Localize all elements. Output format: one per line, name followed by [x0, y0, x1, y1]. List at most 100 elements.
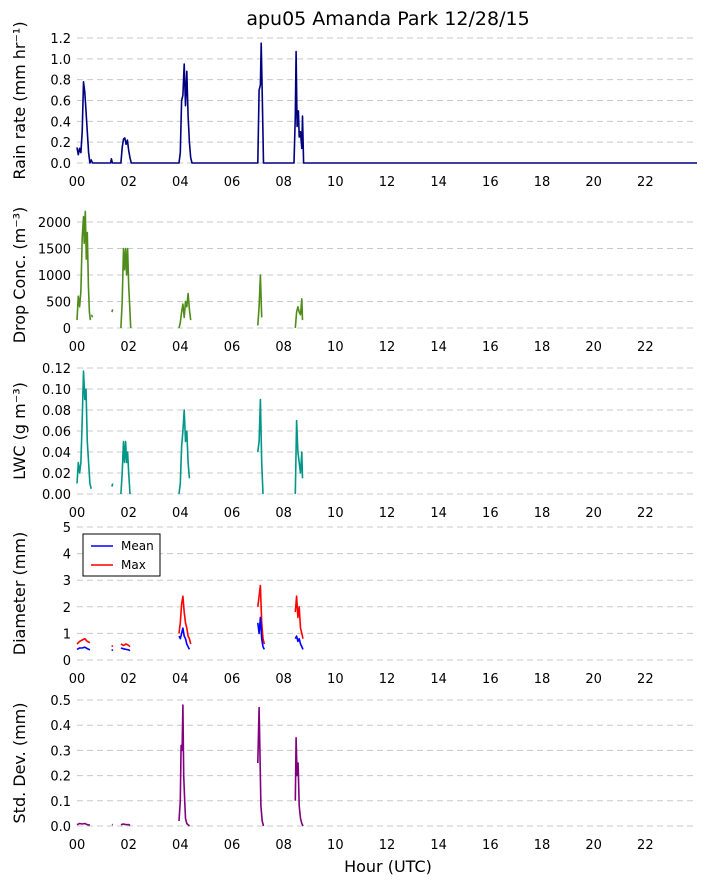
series-line-drop-conc: [120, 247, 132, 329]
series-line-max: [76, 637, 91, 645]
y-tick-label: 0.06: [42, 425, 71, 440]
x-tick-label: 18: [534, 672, 551, 687]
x-tick-label: 16: [482, 672, 499, 687]
y-tick-label: 0: [63, 654, 71, 669]
x-tick-label: 20: [585, 672, 602, 687]
x-tick-label: 22: [637, 175, 654, 190]
x-tick-label: 12: [379, 175, 396, 190]
series-line-drop-conc: [111, 309, 114, 313]
y-tick-label: 0: [63, 322, 71, 337]
x-tick-label: 00: [69, 838, 86, 853]
x-tick-label: 10: [327, 672, 344, 687]
y-axis-label: Std. Dev. (mm): [10, 703, 29, 824]
x-tick-label: 00: [69, 672, 86, 687]
series-line-std-dev: [120, 823, 131, 827]
series-line-drop-conc: [294, 298, 304, 329]
x-tick-label: 16: [482, 838, 499, 853]
y-tick-label: 0.2: [50, 770, 71, 785]
legend-box: [82, 533, 161, 577]
x-tick-label: 02: [120, 506, 137, 521]
legend-label-mean: Mean: [121, 539, 154, 553]
x-tick-label: 06: [224, 340, 241, 355]
series-line-lwc: [178, 409, 191, 495]
x-tick-label: 06: [224, 672, 241, 687]
series-line-std-dev: [178, 704, 190, 827]
x-tick-label: 08: [275, 672, 292, 687]
series-line-lwc: [76, 370, 92, 489]
x-tick-label: 12: [379, 672, 396, 687]
series-line-drop-conc: [76, 210, 92, 321]
y-tick-label: 0.6: [50, 95, 71, 110]
x-tick-label: 20: [585, 175, 602, 190]
series-line-drop-conc: [257, 274, 263, 326]
legend-label-max: Max: [121, 558, 146, 572]
series-line-std-dev: [76, 822, 91, 826]
series-line-std-dev: [257, 706, 265, 827]
x-tick-label: 02: [120, 175, 137, 190]
x-tick-label: 10: [327, 175, 344, 190]
y-tick-label: 3: [63, 574, 71, 589]
series-line-rain-rate: [76, 42, 697, 164]
x-tick-label: 14: [430, 838, 447, 853]
y-tick-label: 0.04: [42, 446, 71, 461]
y-axis-label: Diameter (mm): [10, 532, 29, 655]
series-line-mean: [111, 648, 114, 652]
x-axis-label: Hour (UTC): [344, 857, 432, 876]
x-tick-label: 04: [172, 506, 189, 521]
series-line-mean: [178, 627, 191, 650]
x-tick-label: 14: [430, 175, 447, 190]
x-tick-label: 14: [430, 672, 447, 687]
x-tick-label: 02: [120, 838, 137, 853]
y-tick-label: 4: [63, 548, 71, 563]
y-axis-label: Drop Conc. (m⁻³): [10, 207, 29, 344]
series-line-lwc: [257, 398, 264, 495]
y-tick-label: 1.0: [50, 53, 71, 68]
series-line-drop-conc: [90, 314, 94, 318]
x-tick-label: 18: [534, 340, 551, 355]
series-line-max: [257, 584, 266, 645]
y-tick-label: 0.02: [42, 467, 71, 482]
y-tick-label: 0.8: [50, 74, 71, 89]
y-axis-label: Rain rate (mm hr⁻¹): [10, 21, 29, 179]
y-tick-label: 1000: [38, 269, 71, 284]
x-tick-label: 20: [585, 838, 602, 853]
x-tick-label: 00: [69, 506, 86, 521]
x-tick-label: 22: [637, 672, 654, 687]
y-tick-label: 0.0: [50, 820, 71, 835]
x-tick-label: 20: [585, 506, 602, 521]
x-tick-label: 22: [637, 838, 654, 853]
y-tick-label: 0.2: [50, 136, 71, 151]
series-line-std-dev: [294, 736, 304, 827]
x-tick-label: 00: [69, 340, 86, 355]
series-line-max: [111, 644, 114, 648]
x-tick-label: 18: [534, 838, 551, 853]
x-tick-label: 14: [430, 506, 447, 521]
y-tick-label: 5: [63, 521, 71, 536]
series-line-mean: [76, 646, 91, 651]
x-tick-label: 02: [120, 340, 137, 355]
y-tick-label: 0.5: [50, 694, 71, 709]
y-tick-label: 1: [63, 627, 71, 642]
y-tick-label: 2000: [38, 216, 71, 231]
y-tick-label: 2: [63, 601, 71, 616]
x-tick-label: 16: [482, 340, 499, 355]
series-line-lwc: [294, 419, 304, 495]
panel-lwc: 0.00 0.02 0.04 0.06 0.08 0.10 0.12 00 02 04 06 08 10…: [10, 362, 697, 521]
x-tick-label: 16: [482, 175, 499, 190]
y-tick-label: 0.1: [50, 795, 71, 810]
x-tick-label: 16: [482, 506, 499, 521]
x-tick-label: 12: [379, 506, 396, 521]
figure-title: apu05 Amanda Park 12/28/15: [246, 8, 529, 30]
x-tick-label: 12: [379, 838, 396, 853]
x-tick-label: 02: [120, 672, 137, 687]
x-tick-label: 18: [534, 175, 551, 190]
y-tick-label: 0.0: [50, 157, 71, 172]
x-tick-label: 04: [172, 175, 189, 190]
y-tick-label: 0.4: [50, 115, 71, 130]
x-tick-label: 14: [430, 340, 447, 355]
y-tick-label: 500: [46, 296, 71, 311]
x-tick-label: 04: [172, 672, 189, 687]
x-tick-label: 18: [534, 506, 551, 521]
